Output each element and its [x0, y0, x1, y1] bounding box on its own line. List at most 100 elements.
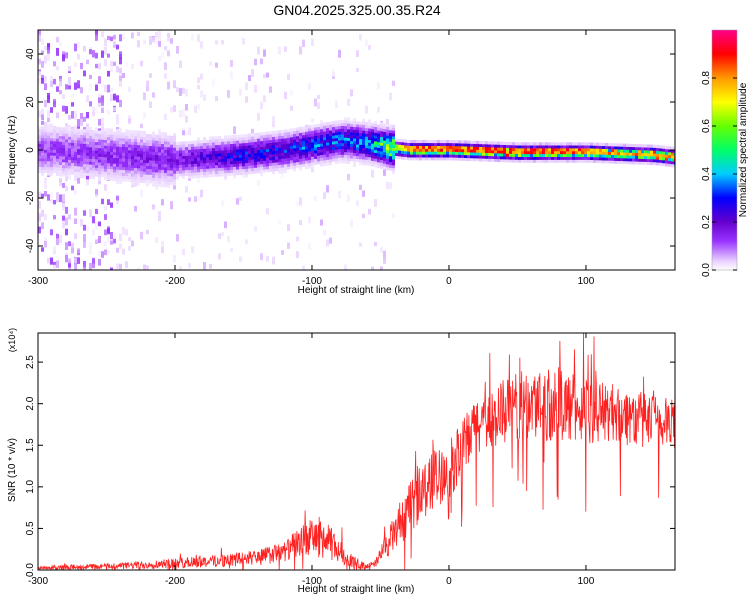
spectrogram-cell: [239, 154, 242, 158]
spectrogram-cell: [101, 159, 104, 163]
spectrogram-cell: [245, 165, 248, 169]
spectrogram-cell: [125, 167, 128, 171]
spectrogram-cell: [74, 139, 77, 144]
spectrogram-cell: [335, 146, 338, 150]
spectrogram-cell: [365, 130, 368, 134]
spectrogram-cell: [437, 154, 440, 158]
spectrogram-cell: [587, 145, 590, 149]
spectrogram-cell: [68, 165, 71, 169]
spectrogram-cell: [137, 136, 140, 140]
spectrogram-cell: [68, 133, 71, 137]
spectrogram-cell: [110, 36, 113, 42]
spectrogram-cell: [536, 159, 539, 163]
spectrogram-cell: [452, 154, 455, 158]
spectrogram-cell: [566, 150, 569, 155]
spectrogram-cell: [212, 165, 215, 169]
spectrogram-cell: [236, 146, 239, 150]
spectrogram-cell: [626, 143, 629, 147]
spectrogram-cell: [317, 155, 320, 159]
spectrogram-cell: [212, 139, 215, 143]
spectrogram-cell: [227, 172, 230, 176]
spectrogram-cell: [56, 155, 59, 159]
spectrogram-cell: [197, 174, 200, 179]
spectrogram-cell: [179, 144, 182, 148]
spectrogram-cell: [104, 148, 107, 152]
spectrogram-cell: [59, 129, 62, 134]
spectrogram-x-axis-label: Height of straight line (km): [298, 285, 415, 296]
spectrogram-cell: [56, 192, 59, 200]
spectrogram-cell: [170, 38, 173, 44]
spectrogram-cell: [338, 49, 341, 58]
spectrogram-cell: [296, 164, 299, 168]
spectrogram-cell: [173, 105, 176, 112]
spectrogram-cell: [578, 145, 581, 149]
spectrogram-cell: [200, 140, 203, 144]
spectrogram-cell: [80, 219, 83, 227]
spectrogram-cell: [323, 148, 326, 152]
spectrogram-cell: [188, 158, 191, 162]
spectrogram-cell: [539, 148, 542, 152]
spectrogram-cell: [140, 133, 143, 137]
spectrogram-cell: [578, 142, 581, 146]
spectrogram-cell: [185, 104, 188, 111]
spectrogram-cell: [449, 145, 452, 149]
spectrogram-cell: [56, 36, 59, 43]
spectrogram-cell: [56, 167, 59, 171]
spectrogram-cell: [338, 128, 341, 132]
spectrogram-cell: [377, 150, 380, 154]
spectrogram-cell: [227, 146, 230, 151]
spectrogram-cell: [98, 150, 101, 154]
spectrogram-cell: [410, 154, 413, 158]
spectrogram-cell: [227, 141, 230, 145]
spectrogram-cell: [548, 150, 551, 155]
spectrogram-cell: [590, 159, 593, 163]
spectrogram-cell: [359, 124, 362, 128]
spectrogram-cell: [53, 100, 56, 108]
spectrogram-cell: [224, 144, 227, 148]
spectrogram-cell: [197, 163, 200, 167]
spectrogram-cell: [506, 147, 509, 151]
spectrogram-cell: [56, 126, 59, 131]
spectrogram-cell: [629, 158, 632, 162]
spectrogram-cell: [353, 120, 356, 125]
spectrogram-cell: [77, 171, 80, 176]
spectrogram-cell: [260, 58, 263, 65]
spectrogram-cell: [287, 146, 290, 150]
spectrogram-cell: [92, 150, 95, 154]
spectrogram-cell: [359, 130, 362, 134]
spectrogram-cell: [416, 151, 419, 155]
spectrogram-cell: [653, 147, 656, 151]
spectrogram-cell: [605, 151, 608, 155]
spectrogram-cell: [191, 246, 194, 253]
spectrogram-cell: [302, 152, 305, 156]
spectrogram-cell: [671, 155, 674, 159]
spectrogram-cell: [431, 154, 434, 158]
spectrogram-cell: [650, 158, 653, 163]
spectrogram-cell: [266, 145, 269, 150]
spectrogram-cell: [95, 159, 98, 163]
spectrogram-cell: [146, 183, 149, 187]
spectrogram-cell: [323, 134, 326, 138]
spectrogram-cell: [485, 149, 488, 154]
spectrogram-cell: [167, 50, 170, 57]
spectrogram-cell: [80, 169, 83, 173]
spectrogram-cell: [77, 166, 80, 170]
spectrogram-cell: [53, 164, 56, 168]
spectrogram-cell: [164, 184, 167, 188]
spectrogram-cell: [185, 172, 188, 176]
spectrogram-cell: [62, 156, 65, 160]
spectrogram-cell: [308, 142, 311, 146]
spectrogram-cell: [83, 240, 86, 248]
spectrogram-cell: [119, 166, 122, 170]
spectrogram-cell: [662, 162, 665, 167]
spectrogram-cell: [245, 171, 248, 175]
spectrogram-cell: [332, 123, 335, 128]
spectrogram-cell: [107, 109, 110, 115]
spectrogram-cell: [380, 266, 383, 270]
spectrogram-cell: [95, 208, 98, 215]
spectrogram-cell: [155, 151, 158, 156]
spectrogram-cell: [443, 142, 446, 146]
spectrogram-cell: [287, 149, 290, 153]
spectrogram-cell: [377, 106, 380, 113]
spectrogram-cell: [203, 148, 206, 152]
